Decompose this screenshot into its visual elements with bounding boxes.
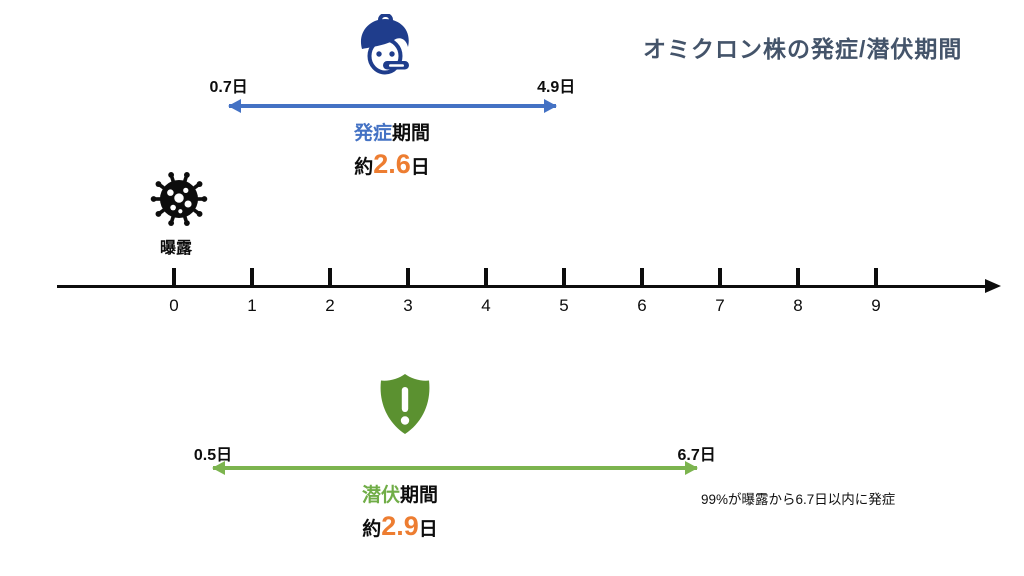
axis-tick xyxy=(562,268,566,287)
incubation-end-label: 6.7日 xyxy=(677,447,716,464)
axis-tick-label: 9 xyxy=(871,296,881,315)
axis-tick-label: 5 xyxy=(559,296,569,315)
incubation-approx-value: 2.9 xyxy=(381,510,419,541)
onset-approx-value: 2.6 xyxy=(373,148,411,179)
incubation-approx-suffix: 日 xyxy=(418,518,438,540)
axis-tick xyxy=(484,268,488,287)
onset-name-highlight: 発症 xyxy=(353,123,392,144)
axis-tick xyxy=(874,268,878,287)
axis-tick-label: 3 xyxy=(403,296,413,315)
shield-exclamation-icon xyxy=(377,372,433,441)
sick-person-icon xyxy=(352,13,418,85)
axis-tick-label: 0 xyxy=(169,296,179,315)
timeline-axis xyxy=(57,285,988,288)
axis-tick-label: 6 xyxy=(637,296,647,315)
onset-end-label: 4.9日 xyxy=(537,79,576,96)
axis-tick-label: 2 xyxy=(325,296,335,315)
axis-tick-label: 8 xyxy=(793,296,803,315)
exposure-label: 曝露 xyxy=(159,240,193,257)
onset-start-label: 0.7日 xyxy=(209,79,248,96)
axis-tick-label: 7 xyxy=(715,296,725,315)
axis-tick xyxy=(796,268,800,287)
onset-name-rest: 期間 xyxy=(392,123,431,144)
onset-period-label: 発症期間 約2.6日 xyxy=(354,123,430,180)
timeline-arrowhead-icon xyxy=(985,279,1001,293)
axis-tick-label: 1 xyxy=(247,296,257,315)
incubation-name-highlight: 潜伏 xyxy=(361,485,400,506)
incubation-note: 99%が曝露から6.7日以内に発症 xyxy=(701,492,896,507)
incubation-range-arrow xyxy=(212,461,698,475)
incubation-start-label: 0.5日 xyxy=(193,447,233,464)
axis-tick xyxy=(250,268,254,287)
axis-tick xyxy=(328,268,332,287)
onset-approx-suffix: 日 xyxy=(410,156,430,178)
axis-tick xyxy=(718,268,722,287)
incubation-name-rest: 期間 xyxy=(400,485,439,506)
axis-tick xyxy=(172,268,176,287)
onset-approx-prefix: 約 xyxy=(354,156,374,178)
onset-range-arrow xyxy=(227,99,557,113)
incubation-period-label: 潜伏期間 約2.9日 xyxy=(362,485,438,542)
axis-tick xyxy=(640,268,644,287)
virus-exposure-icon xyxy=(147,170,211,233)
axis-tick xyxy=(406,268,410,287)
axis-tick-label: 4 xyxy=(481,296,491,315)
page-title: オミクロン株の発症/潜伏期間 xyxy=(643,36,963,62)
incubation-approx-prefix: 約 xyxy=(362,518,382,540)
